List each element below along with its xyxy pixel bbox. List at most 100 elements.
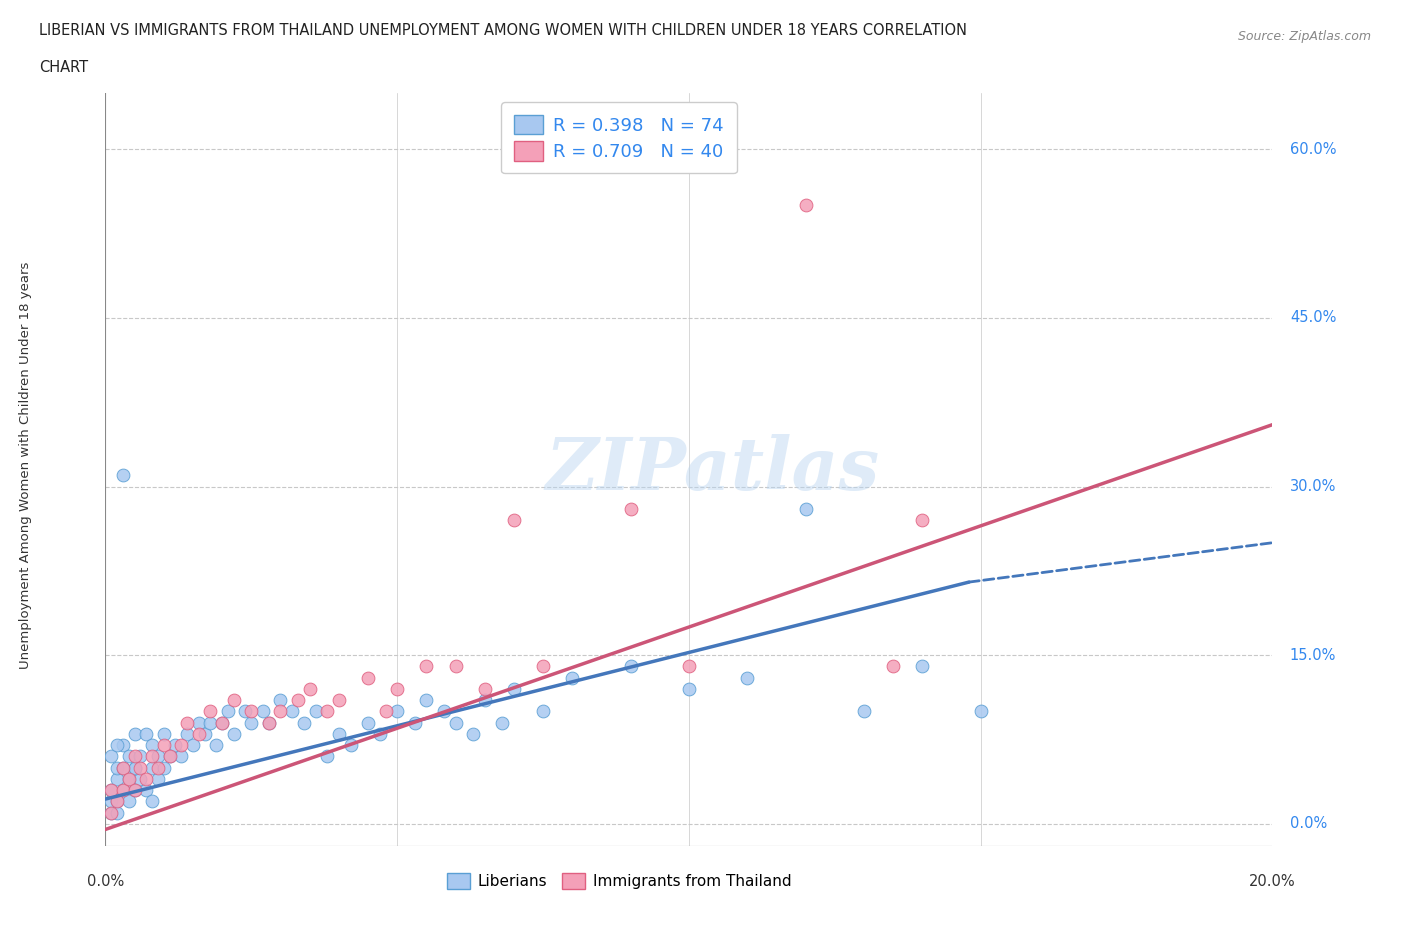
Point [111,783,134,798]
Point [531,704,554,719]
Point [444,715,467,730]
Point [146,749,169,764]
Legend: Liberians, Immigrants from Thailand: Liberians, Immigrants from Thailand [440,867,797,896]
Point [415,693,437,708]
Point [222,693,245,708]
Point [170,749,193,764]
Point [240,715,263,730]
Point [852,704,875,719]
Point [146,771,169,786]
Text: LIBERIAN VS IMMIGRANTS FROM THAILAND UNEMPLOYMENT AMONG WOMEN WITH CHILDREN UNDE: LIBERIAN VS IMMIGRANTS FROM THAILAND UNE… [39,23,967,38]
Point [328,726,350,741]
Point [257,715,280,730]
Point [141,737,163,752]
Point [111,468,134,483]
Point [111,737,134,752]
Point [118,771,141,786]
Point [129,771,152,786]
Point [794,501,817,516]
Point [100,783,122,798]
Point [316,749,339,764]
Point [135,783,157,798]
Point [269,693,292,708]
Point [159,749,181,764]
Point [328,693,350,708]
Point [252,704,274,719]
Text: 15.0%: 15.0% [1289,647,1336,663]
Point [124,783,146,798]
Point [240,704,263,719]
Text: CHART: CHART [39,60,89,75]
Point [170,737,193,752]
Point [211,715,233,730]
Point [619,659,641,674]
Point [176,715,198,730]
Text: 60.0%: 60.0% [1289,141,1337,157]
Point [502,682,524,697]
Point [135,726,157,741]
Point [385,682,408,697]
Point [129,760,152,775]
Point [433,704,456,719]
Point [281,704,304,719]
Point [124,760,146,775]
Point [152,737,174,752]
Point [287,693,309,708]
Point [969,704,991,719]
Point [217,704,239,719]
Point [129,749,152,764]
Point [404,715,426,730]
Point [124,760,146,775]
Point [105,771,128,786]
Point [257,715,280,730]
Point [222,726,245,741]
Point [357,671,380,685]
Point [111,783,134,798]
Text: ZIPatlas: ZIPatlas [546,434,879,505]
Point [415,659,437,674]
Point [678,659,700,674]
Point [124,726,146,741]
Point [105,760,128,775]
Point [502,512,524,527]
Point [181,737,204,752]
Point [211,715,233,730]
Text: Source: ZipAtlas.com: Source: ZipAtlas.com [1237,30,1371,43]
Point [141,760,163,775]
Point [124,783,146,798]
Point [911,512,934,527]
Point [235,704,257,719]
Point [619,501,641,516]
Point [105,737,128,752]
Point [159,749,181,764]
Point [105,794,128,809]
Point [374,704,396,719]
Point [474,693,496,708]
Point [118,794,141,809]
Point [316,704,339,719]
Point [882,659,904,674]
Point [135,771,157,786]
Point [561,671,583,685]
Point [100,749,122,764]
Point [298,682,321,697]
Point [678,682,700,697]
Point [118,749,141,764]
Text: 45.0%: 45.0% [1289,311,1336,325]
Point [385,704,408,719]
Point [100,805,122,820]
Point [187,715,209,730]
Point [737,671,759,685]
Point [339,737,361,752]
Point [911,659,934,674]
Text: 0.0%: 0.0% [1289,817,1327,831]
Point [205,737,228,752]
Point [194,726,217,741]
Point [531,659,554,674]
Point [105,794,128,809]
Point [187,726,209,741]
Text: Unemployment Among Women with Children Under 18 years: Unemployment Among Women with Children U… [18,261,32,669]
Point [461,726,484,741]
Point [100,794,122,809]
Point [474,682,496,697]
